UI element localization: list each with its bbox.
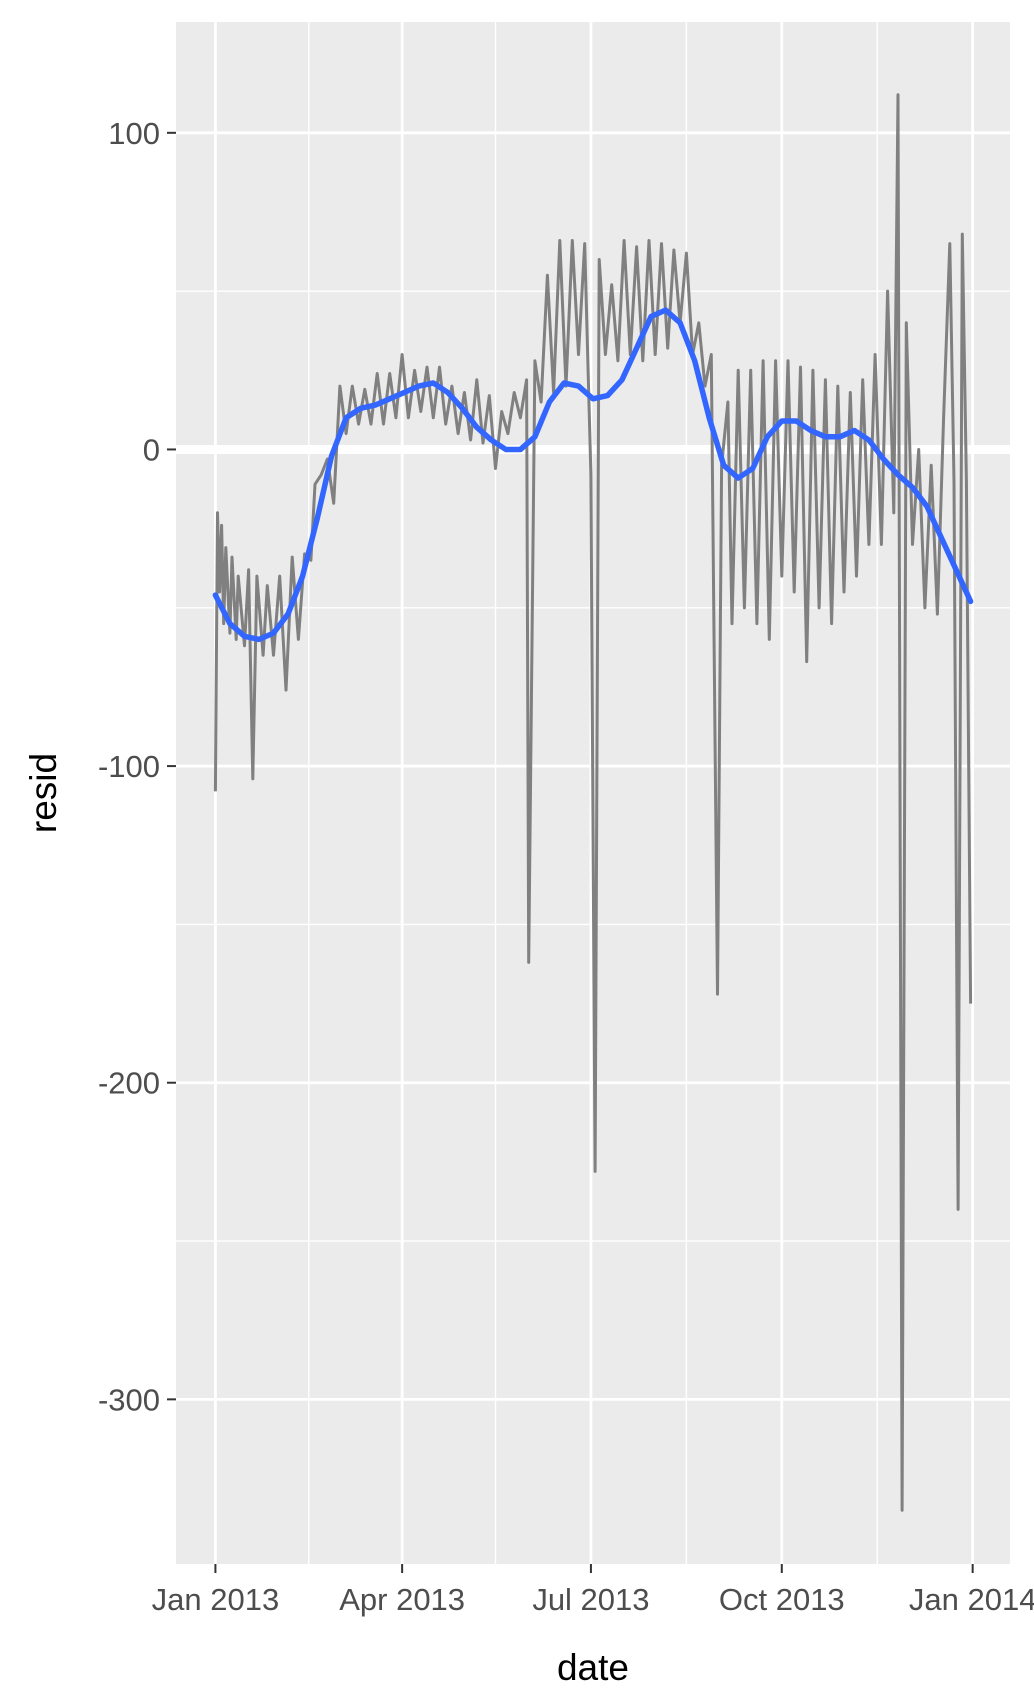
x-tick-label: Jan 2013 [152, 1582, 280, 1617]
y-tick-label: 100 [108, 116, 160, 151]
y-tick-label: -200 [98, 1066, 160, 1101]
x-tick-label: Jul 2013 [532, 1582, 649, 1617]
y-tick-label: -100 [98, 749, 160, 784]
smooth-trend-line [212, 307, 974, 643]
y-axis: 100 0 -100 -200 -300 [98, 116, 176, 1417]
x-tick-label: Apr 2013 [339, 1582, 465, 1617]
y-tick-label: 0 [143, 432, 160, 467]
y-axis-title: resid [23, 753, 64, 833]
x-tick-label: Oct 2013 [719, 1582, 845, 1617]
x-axis: Jan 2013 Apr 2013 Jul 2013 Oct 2013 Jan 2014 [152, 1564, 1034, 1617]
smooth-layer [212, 307, 974, 643]
x-axis-title: date [557, 1647, 629, 1688]
y-tick-label: -300 [98, 1382, 160, 1417]
x-tick-label: Jan 2014 [909, 1582, 1034, 1617]
